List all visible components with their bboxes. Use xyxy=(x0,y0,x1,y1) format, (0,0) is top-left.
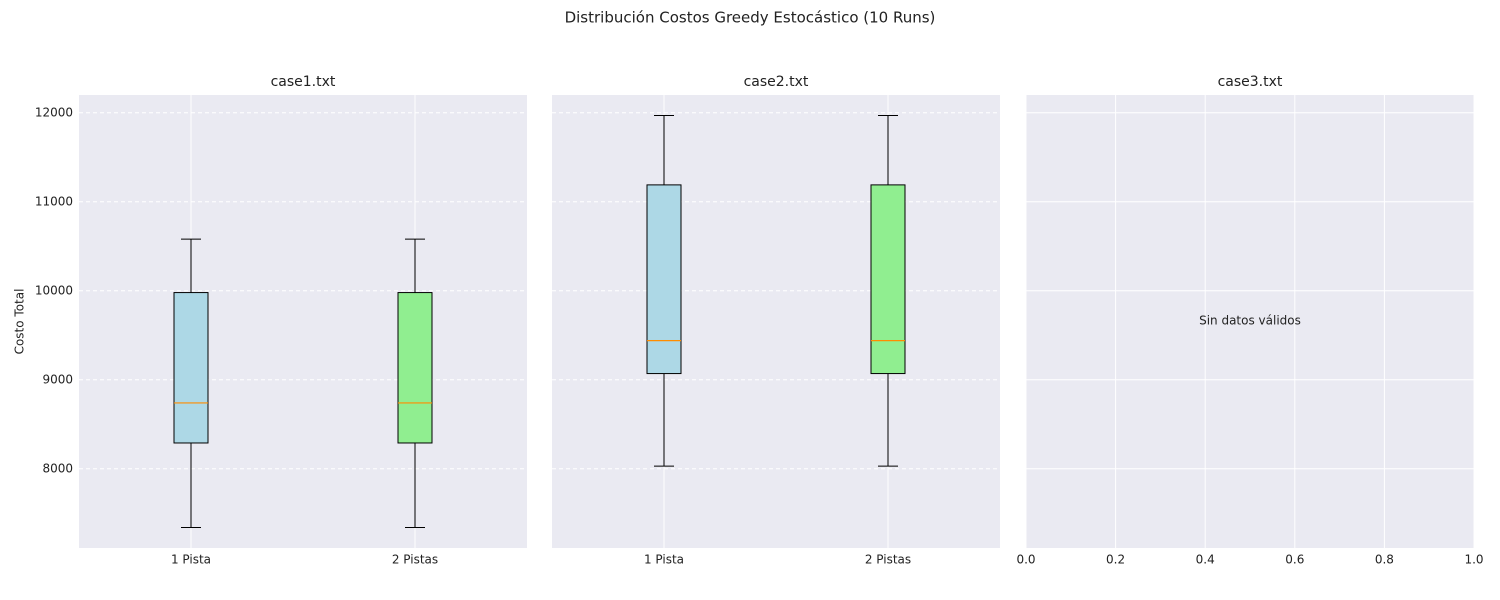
plot-area xyxy=(552,95,1000,548)
y-tick-label: 9000 xyxy=(42,372,73,386)
x-tick-label: 1 Pista xyxy=(644,553,684,567)
x-tick-label: 0.4 xyxy=(1196,553,1215,567)
y-tick-label: 12000 xyxy=(35,105,73,119)
subplot-title: case3.txt xyxy=(1218,74,1283,90)
y-tick-label: 11000 xyxy=(35,194,73,208)
x-tick-label: 0.8 xyxy=(1375,553,1394,567)
box xyxy=(173,292,209,444)
x-tick-label: 0.0 xyxy=(1016,553,1035,567)
figure-title: Distribución Costos Greedy Estocástico (… xyxy=(565,9,936,27)
x-tick-label: 2 Pistas xyxy=(392,553,438,567)
plot-area xyxy=(79,95,527,548)
y-tick-label: 8000 xyxy=(42,461,73,475)
subplot-title: case2.txt xyxy=(744,74,809,90)
box xyxy=(870,184,906,375)
annotation: Sin datos válidos xyxy=(1199,314,1301,328)
y-tick-label: 10000 xyxy=(35,283,73,297)
x-tick-label: 2 Pistas xyxy=(865,553,911,567)
y-axis-label: Costo Total xyxy=(13,289,27,355)
x-tick-label: 1 Pista xyxy=(171,553,211,567)
box xyxy=(397,292,433,444)
x-tick-label: 0.6 xyxy=(1285,553,1304,567)
subplot-title: case1.txt xyxy=(271,74,336,90)
plot-area xyxy=(1026,95,1474,548)
x-tick-label: 0.2 xyxy=(1106,553,1125,567)
box xyxy=(646,184,682,375)
x-tick-label: 1.0 xyxy=(1464,553,1483,567)
